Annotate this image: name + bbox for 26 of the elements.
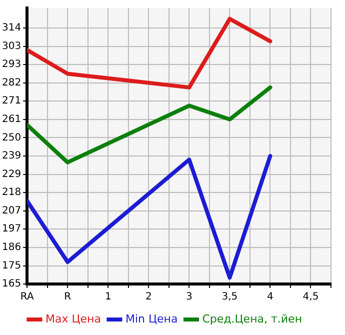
y-tick-label: 229: [2, 168, 22, 180]
y-tick-label: 207: [2, 206, 22, 217]
y-tick-label: 261: [2, 114, 22, 126]
y-tick-label: 303: [2, 40, 22, 52]
y-tick-label: 239: [2, 150, 22, 162]
y-tick-label: 175: [2, 260, 22, 272]
x-tick-label: 3,5: [222, 292, 238, 303]
x-tick-label: 3: [186, 292, 192, 303]
x-tick-label: 4,5: [302, 292, 319, 303]
legend-label: Сред.Цена, т.йен: [202, 312, 302, 326]
legend-label: Min Цена: [125, 312, 178, 326]
y-tick-label: 165: [2, 278, 22, 290]
x-tick-label: R: [64, 292, 72, 303]
y-tick-label: 250: [2, 132, 22, 144]
y-tick-label: 314: [2, 22, 22, 34]
y-tick-label: 293: [2, 59, 22, 70]
x-tick-label: RA: [20, 292, 34, 303]
x-tick-label: 2: [145, 292, 152, 303]
y-tick-label: 186: [2, 242, 22, 254]
x-tick-label: 4: [267, 292, 274, 303]
y-tick-label: 282: [2, 77, 22, 88]
legend-label: Max Цена: [45, 312, 101, 326]
x-tick-label: 1: [104, 292, 112, 303]
y-tick-label: 271: [2, 96, 22, 107]
y-tick-label: 197: [2, 224, 22, 235]
y-tick-label: 218: [2, 187, 22, 198]
